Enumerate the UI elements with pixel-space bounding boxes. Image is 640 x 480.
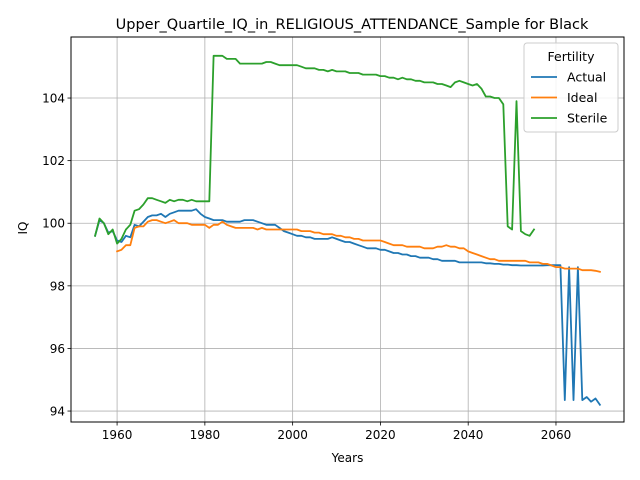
y-tick-label: 102 bbox=[42, 154, 65, 168]
legend-label-actual: Actual bbox=[567, 70, 606, 85]
x-axis-label: Years bbox=[331, 451, 364, 465]
series-line-actual bbox=[93, 208, 602, 407]
series-line-sterile bbox=[94, 54, 536, 245]
series-lines bbox=[93, 54, 602, 407]
x-tick-label: 1980 bbox=[190, 428, 221, 442]
chart-title: Upper_Quartile_IQ_in_RELIGIOUS_ATTENDANC… bbox=[116, 17, 589, 33]
x-tick-label: 2020 bbox=[365, 428, 396, 442]
legend-title: Fertility bbox=[548, 49, 596, 64]
x-tick-label: 2040 bbox=[453, 428, 484, 442]
y-tick-label: 98 bbox=[50, 279, 65, 293]
y-tick-label: 104 bbox=[42, 92, 65, 106]
legend-box bbox=[523, 42, 619, 133]
legend-label-sterile: Sterile bbox=[567, 111, 608, 126]
legend-entries: Actual Ideal Sterile bbox=[531, 70, 608, 126]
axis-ticks: 1960 1980 2000 2020 2040 2060 94 96 98 100 102 104 bbox=[42, 92, 571, 442]
legend-label-ideal: Ideal bbox=[567, 90, 597, 105]
legend: Fertility Actual Ideal Sterile bbox=[523, 42, 619, 133]
x-tick-label: 2060 bbox=[541, 428, 572, 442]
x-tick-label: 2000 bbox=[277, 428, 308, 442]
y-tick-label: 100 bbox=[42, 217, 65, 231]
plot-area bbox=[70, 36, 625, 423]
x-tick-label: 1960 bbox=[102, 428, 133, 442]
y-axis-label: IQ bbox=[16, 222, 30, 235]
y-tick-label: 94 bbox=[50, 405, 65, 419]
y-tick-label: 96 bbox=[50, 342, 65, 356]
series-line-ideal bbox=[115, 219, 601, 273]
